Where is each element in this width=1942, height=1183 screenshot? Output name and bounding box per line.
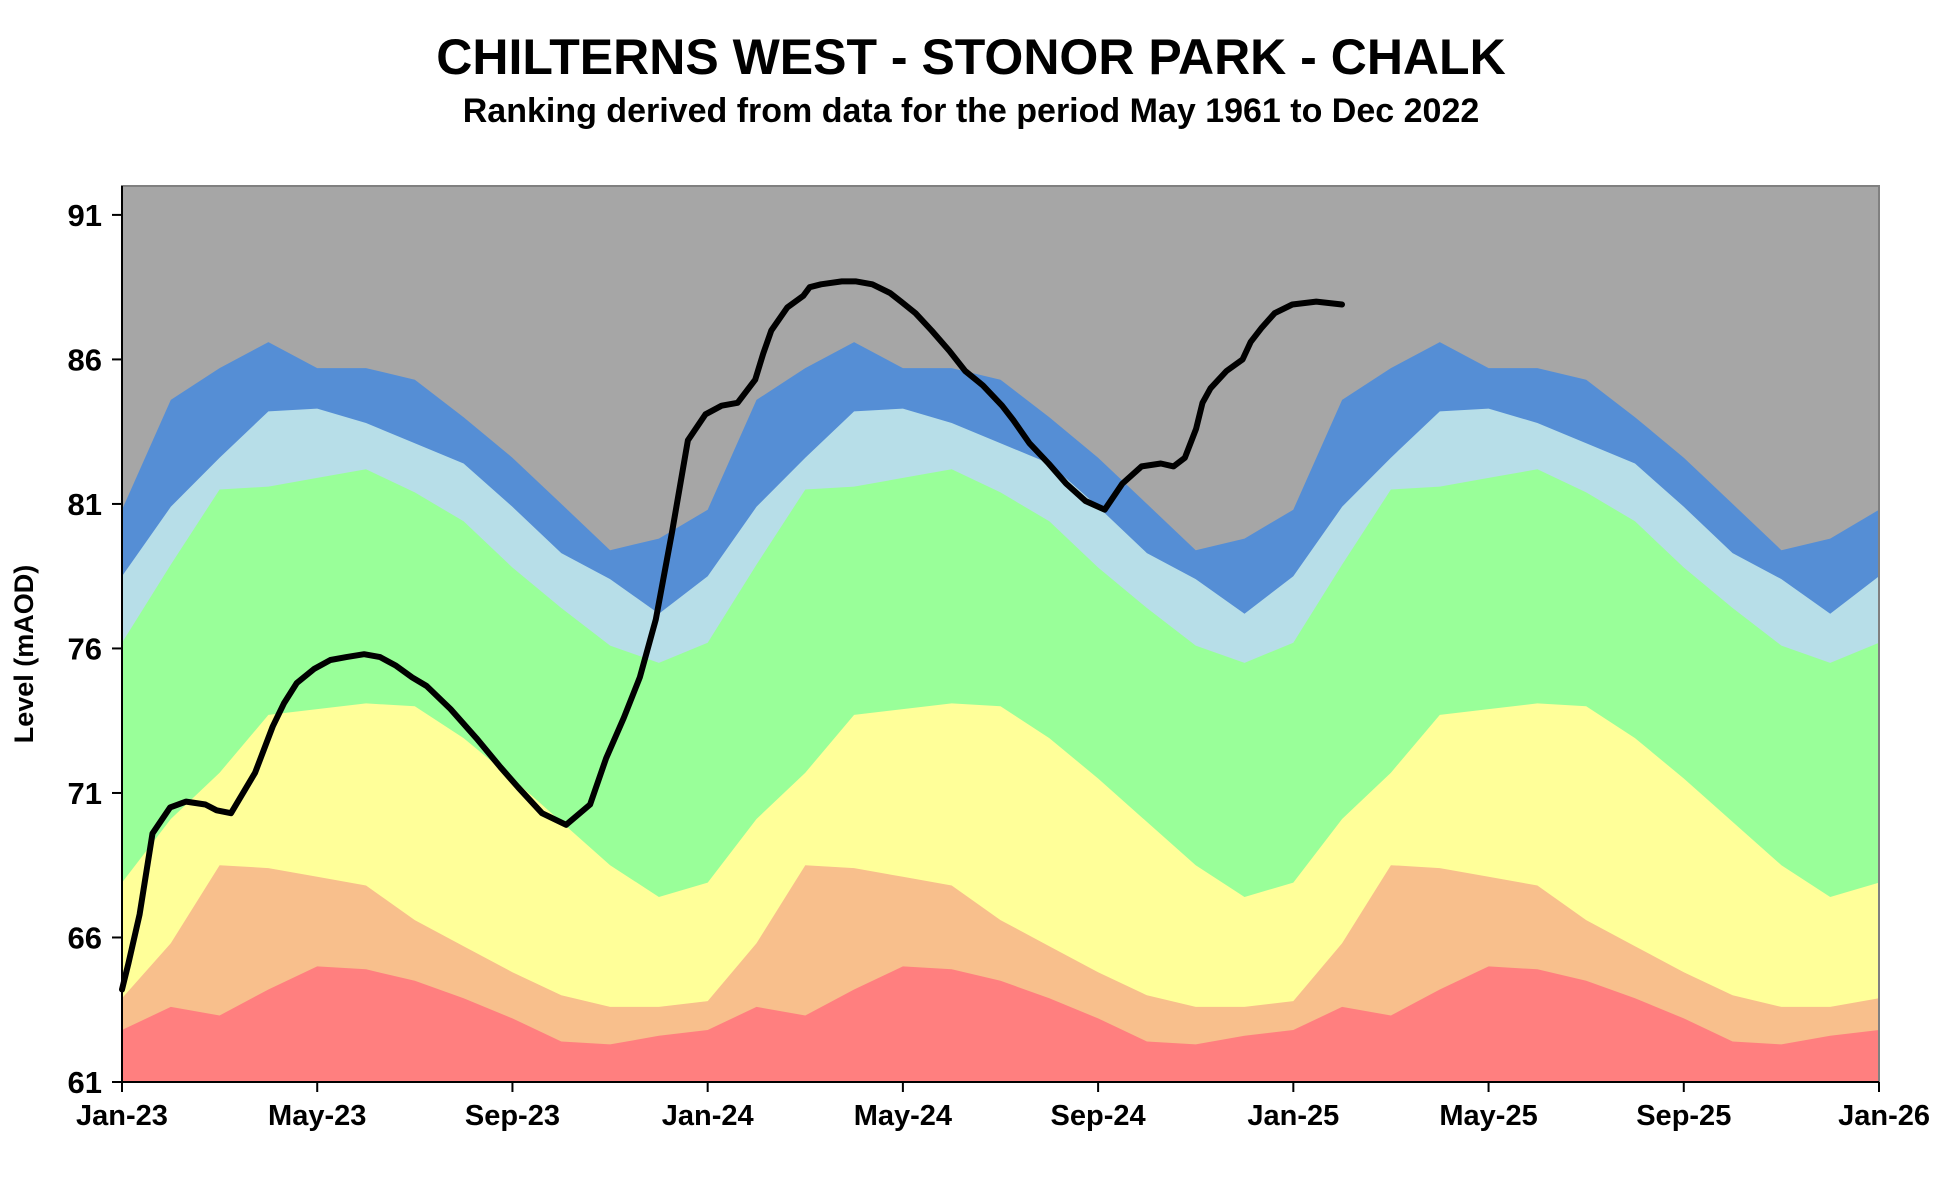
y-tick-label: 91 bbox=[68, 198, 102, 233]
x-tick-label: May-25 bbox=[1439, 1100, 1537, 1132]
y-tick-label: 61 bbox=[68, 1065, 102, 1100]
series-line bbox=[119, 278, 1345, 993]
y-tick-label: 66 bbox=[68, 920, 102, 955]
x-tick-label: May-23 bbox=[268, 1100, 366, 1132]
y-tick-label: 76 bbox=[68, 631, 102, 666]
y-tick-label: 71 bbox=[68, 776, 102, 811]
x-tick-label: Jan-25 bbox=[1247, 1100, 1339, 1132]
chart-title: CHILTERNS WEST - STONOR PARK - CHALK bbox=[436, 29, 1506, 85]
chart-subtitle: Ranking derived from data for the period… bbox=[462, 92, 1480, 130]
x-tick-label: Sep-25 bbox=[1636, 1100, 1731, 1132]
x-tick-label: May-24 bbox=[854, 1100, 952, 1132]
y-axis-title: Level (mAOD) bbox=[9, 565, 39, 744]
x-tick-label: Sep-24 bbox=[1051, 1100, 1146, 1132]
axes: 61 66 71 76 81 86 91 Jan-23 May-23 Sep-23 Jan-24 Ma… bbox=[68, 186, 1930, 1132]
y-tick-label: 86 bbox=[68, 342, 102, 377]
x-tick-label: Jan-24 bbox=[662, 1100, 754, 1132]
x-tick-label: Sep-23 bbox=[465, 1100, 560, 1132]
groundwater-level-series bbox=[119, 278, 1345, 993]
x-tick-label: Jan-23 bbox=[76, 1100, 168, 1132]
y-tick-label: 81 bbox=[68, 487, 102, 522]
x-tick-label: Jan-26 bbox=[1838, 1100, 1930, 1132]
ranking-bands bbox=[122, 186, 1879, 1083]
band-red bbox=[122, 966, 1879, 1082]
